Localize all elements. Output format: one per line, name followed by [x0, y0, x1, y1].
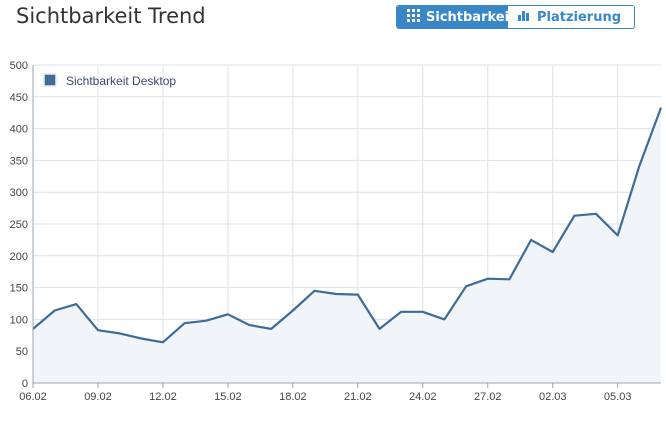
x-tick-label: 18.02: [279, 391, 307, 403]
sichtbarkeit-button-label: Sichtbarkeit: [426, 9, 516, 25]
y-tick-label: 400: [10, 124, 28, 136]
legend-box: [43, 73, 57, 87]
area-layer: [32, 107, 663, 383]
series-area: [33, 107, 661, 383]
x-tick-label: 09.02: [84, 391, 112, 403]
y-tick-label: 100: [10, 314, 28, 326]
y-tick-label: 200: [10, 251, 28, 263]
x-tick-label: 05.03: [604, 391, 632, 403]
x-tick-label: 06.02: [19, 391, 47, 403]
grid-icon: [407, 8, 420, 26]
x-tick-label: 24.02: [409, 391, 437, 403]
axis-layer: 0 50 100 150 200 250 300 350 400 450 500 06.02 09.02…: [10, 60, 661, 403]
legend[interactable]: Sichtbarkeit Desktop: [43, 73, 176, 88]
x-tick-label: 21.02: [344, 391, 372, 403]
y-tick-label: 350: [10, 155, 28, 167]
y-tick-label: 50: [16, 346, 28, 358]
x-tick-label: 02.03: [539, 391, 567, 403]
y-tick-label: 0: [22, 378, 28, 390]
y-tick-label: 450: [10, 92, 28, 104]
platzierung-button[interactable]: Platzierung: [508, 6, 634, 28]
y-tick-label: 300: [10, 187, 28, 199]
x-tick-label: 15.02: [214, 391, 242, 403]
y-tick-label: 500: [10, 60, 28, 72]
y-tick-label: 150: [10, 283, 28, 295]
platzierung-button-label: Platzierung: [537, 9, 622, 25]
y-tick-label: 250: [10, 219, 28, 231]
legend-label: Sichtbarkeit Desktop: [66, 74, 176, 88]
x-tick-label: 27.02: [474, 391, 502, 403]
series-line[interactable]: [32, 107, 663, 344]
x-tick-label: 12.02: [149, 391, 177, 403]
sichtbarkeit-button[interactable]: Sichtbarkeit: [397, 6, 515, 28]
page-title: Sichtbarkeit Trend: [16, 4, 206, 28]
view-toggle: Sichtbarkeit Platzierung: [396, 5, 635, 29]
bar-chart-icon: [518, 9, 531, 25]
